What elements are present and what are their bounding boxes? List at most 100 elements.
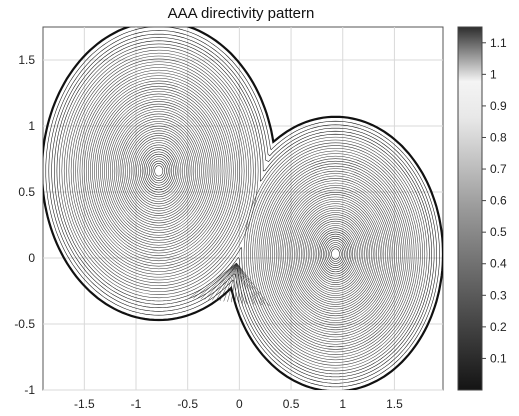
x-tick-label: 1.5 (386, 397, 403, 411)
contour-lines (43, 27, 443, 390)
contour-line (108, 106, 210, 236)
contour-line (286, 192, 385, 317)
contour-line (92, 85, 226, 256)
contour-line (100, 96, 218, 246)
contour-line (143, 151, 174, 191)
chart-title: AAA directivity pattern (168, 5, 315, 22)
x-tick-label: -0.5 (177, 397, 198, 411)
contour-line (130, 135, 187, 207)
contour-line (254, 150, 417, 358)
contour-line (117, 118, 200, 224)
contour-line (248, 142, 423, 366)
contour-line (274, 175, 397, 333)
contour-line (128, 132, 189, 209)
contour-line (297, 205, 374, 303)
x-tick-labels: -1.5 -1 -0.5 0 0.5 1 1.5 (74, 397, 403, 411)
contour-line (81, 72, 236, 270)
colorbar-tick-label: 0.9 (490, 99, 507, 113)
contour-line (88, 80, 230, 262)
colorbar-tick-label: 1 (490, 67, 497, 81)
contour-line (312, 225, 359, 283)
contour-line (322, 238, 349, 271)
contour-line (277, 180, 394, 328)
colorbar-tick-label: 0.6 (490, 194, 507, 208)
contour-line (281, 185, 390, 324)
contour-line (139, 146, 178, 195)
contour-line (288, 194, 383, 314)
contour-line (293, 201, 378, 307)
y-tick-label: -1 (24, 383, 35, 397)
contour-line (243, 136, 428, 372)
contour-line (314, 227, 357, 281)
contour-line (268, 168, 403, 340)
contour-line (141, 149, 176, 193)
contour-line (299, 207, 372, 301)
contour-line (321, 235, 350, 273)
contour-line (272, 173, 399, 335)
contour-line (329, 246, 342, 262)
contour-line (119, 120, 198, 221)
contour-line (147, 156, 171, 186)
colorbar-tick-label: 0.3 (490, 288, 507, 302)
contour-line (96, 91, 222, 251)
contour-line (59, 43, 259, 299)
x-tick-label: 0 (236, 397, 243, 411)
contour-line (324, 240, 347, 268)
contour-line (61, 46, 256, 295)
colorbar-tick-labels: 1.1 1 0.9 0.8 0.7 0.6 0.5 0.4 0.3 0.2 0.1 (482, 36, 507, 365)
x-tick-label: -1.5 (74, 397, 95, 411)
contour-line (149, 158, 169, 184)
contour-line (302, 212, 369, 296)
contour-line (275, 178, 396, 331)
plot-area (42, 26, 444, 391)
contour-line (262, 160, 409, 348)
contour-line (145, 153, 173, 188)
contour-line (307, 218, 364, 290)
contour-line (264, 163, 407, 345)
contour-line (68, 55, 249, 287)
contour-line (45, 27, 440, 388)
contour-line (295, 203, 376, 305)
colorbar-tick-label: 1.1 (490, 36, 507, 50)
y-tick-label: 0 (28, 251, 35, 265)
y-tick-label: 1 (28, 119, 35, 133)
contour-line (51, 33, 435, 381)
contour-line (256, 153, 415, 355)
contour-line (70, 58, 247, 284)
contour-line (98, 93, 220, 249)
contour-line (317, 231, 354, 277)
contour-line (56, 40, 430, 375)
colorbar-tick-label: 0.1 (490, 351, 507, 365)
contour-line (306, 216, 365, 292)
contour-line (316, 229, 355, 279)
contour-line (104, 101, 214, 241)
contour-line (326, 242, 345, 266)
y-tick-labels: 1.5 1 0.5 0 -0.5 -1 (14, 53, 35, 397)
contour-line (90, 83, 228, 259)
contour-line (63, 49, 254, 292)
contour-line (327, 244, 344, 264)
contour-line (150, 160, 167, 181)
colorbar-tick-label: 0.7 (490, 162, 507, 176)
contour-line (311, 223, 360, 285)
colorbar-tick-label: 0.4 (490, 257, 507, 271)
contour-line (94, 88, 224, 254)
contour-line (285, 189, 386, 319)
contour-line (102, 98, 216, 244)
x-tick-label: 1 (339, 397, 346, 411)
contour-line (250, 145, 421, 363)
contour-line (331, 248, 340, 260)
contour-line (123, 125, 195, 216)
x-tick-label: -1 (131, 397, 142, 411)
contour-line (127, 130, 191, 212)
y-tick-label: 1.5 (18, 53, 35, 67)
contour-line (252, 147, 419, 361)
contour-line (154, 165, 164, 177)
contour-line (43, 27, 443, 390)
contour-line (138, 144, 180, 198)
contour-line (83, 75, 234, 267)
colorbar-tick-label: 0.8 (490, 130, 507, 144)
contour-line (319, 233, 352, 275)
contour-line (283, 187, 388, 321)
contour-line (290, 196, 381, 312)
